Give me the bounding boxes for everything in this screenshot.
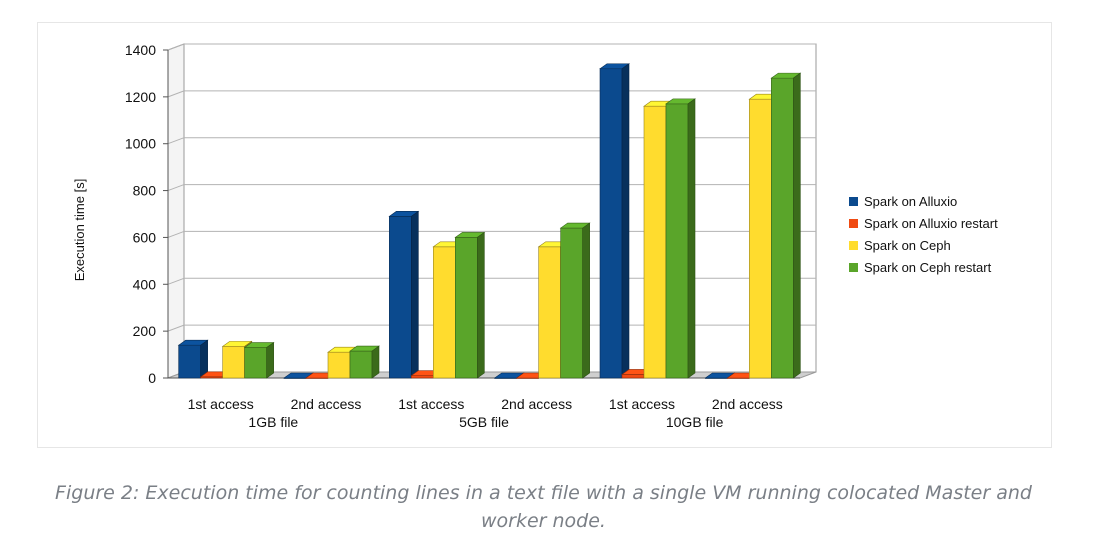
chart-back-wall xyxy=(183,43,817,373)
legend-item-alluxio-restart: Spark on Alluxio restart xyxy=(849,212,998,234)
x-category-label: 1st access xyxy=(398,396,464,412)
bar-front xyxy=(538,246,561,379)
bar-spark-on-ceph-restart xyxy=(665,98,696,379)
bar-spark-on-ceph-restart xyxy=(454,231,486,379)
bar-front xyxy=(599,68,623,379)
bar-front xyxy=(455,237,478,379)
bar-spark-on-alluxio xyxy=(177,339,209,379)
y-tick-label: 0 xyxy=(148,370,156,386)
bar-side xyxy=(582,222,590,379)
gridline-side xyxy=(167,90,185,98)
chart-legend: Spark on Alluxio Spark on Alluxio restar… xyxy=(849,190,998,278)
bar-front xyxy=(560,227,583,379)
bar-spark-on-ceph-restart xyxy=(243,341,275,379)
legend-item-alluxio: Spark on Alluxio xyxy=(849,190,998,212)
bar-spark-on-alluxio xyxy=(599,63,630,379)
bar-side xyxy=(621,63,630,379)
y-tick-label: 200 xyxy=(133,323,157,339)
gridline-side xyxy=(167,230,185,238)
bar-front xyxy=(244,347,267,379)
legend-item-ceph-restart: Spark on Ceph restart xyxy=(849,256,998,278)
bar-front xyxy=(411,375,434,379)
bar-side xyxy=(687,98,696,379)
bar-front xyxy=(222,346,245,379)
y-tick-label: 1400 xyxy=(125,42,156,58)
bar-side xyxy=(411,210,419,379)
y-tick-label: 400 xyxy=(133,276,157,292)
legend-label: Spark on Alluxio restart xyxy=(864,215,998,231)
y-tick-label: 600 xyxy=(133,229,157,245)
y-tick-label: 800 xyxy=(133,183,157,199)
x-category-label: 1st access xyxy=(188,396,254,412)
bar-side xyxy=(793,72,801,379)
bar-front xyxy=(643,105,667,379)
x-group-label: 1GB file xyxy=(248,414,298,430)
legend-swatch xyxy=(849,240,858,250)
x-group-label: 5GB file xyxy=(459,414,509,430)
bar-spark-on-ceph-restart xyxy=(559,222,591,379)
x-group-label: 10GB file xyxy=(666,414,724,430)
bar-front xyxy=(178,344,201,379)
legend-swatch xyxy=(849,196,858,206)
legend-swatch xyxy=(849,262,858,272)
bar-front xyxy=(749,98,772,379)
bar-spark-on-ceph-restart xyxy=(349,345,380,379)
y-axis-title: Execution time [s] xyxy=(72,179,87,282)
bar-front xyxy=(665,103,689,379)
x-category-label: 2nd access xyxy=(712,396,783,412)
x-category-label: 2nd access xyxy=(291,396,362,412)
bar-front xyxy=(389,216,412,379)
gridline-side xyxy=(167,277,185,285)
legend-label: Spark on Ceph restart xyxy=(864,259,992,275)
y-tick-label: 1200 xyxy=(125,89,156,105)
bar-front xyxy=(349,350,373,379)
bar-spark-on-ceph-restart xyxy=(770,72,802,379)
legend-swatch xyxy=(849,218,858,228)
legend-label: Spark on Ceph xyxy=(864,237,951,253)
bar-side xyxy=(371,345,380,379)
legend-item-ceph: Spark on Ceph xyxy=(849,234,998,256)
figure-caption: Figure 2: Execution time for counting li… xyxy=(55,482,1032,532)
gridline-side xyxy=(167,184,185,192)
bar-side xyxy=(477,231,485,379)
legend-label: Spark on Alluxio xyxy=(864,193,958,209)
x-category-label: 2nd access xyxy=(501,396,572,412)
y-tick-label: 1000 xyxy=(125,136,156,152)
bar-front xyxy=(621,374,645,379)
x-category-label: 1st access xyxy=(609,396,675,412)
bar-front xyxy=(433,246,456,379)
gridline-side xyxy=(167,137,185,145)
bar-side xyxy=(266,341,274,379)
bar-front xyxy=(771,77,794,379)
gridline-side xyxy=(167,43,185,51)
bar-spark-on-alluxio xyxy=(388,210,420,379)
bar-chart: 0 200 400 600 800 1000 1200 1400 Execution time … xyxy=(72,42,817,430)
gridline-side xyxy=(167,324,185,332)
bar-front xyxy=(327,351,351,379)
